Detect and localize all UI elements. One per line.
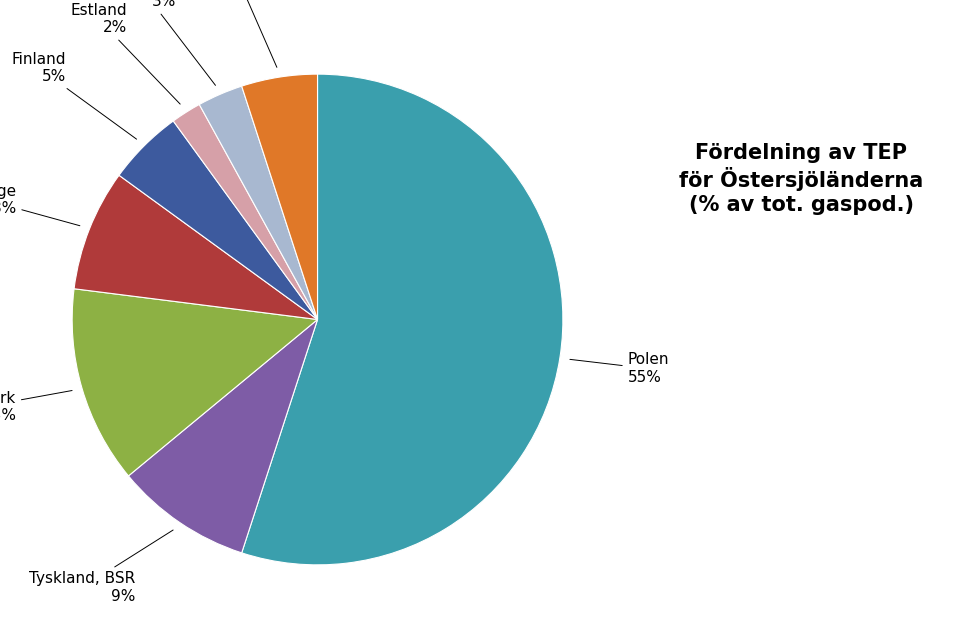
Text: Lettland
3%: Lettland 3% <box>113 0 216 86</box>
Wedge shape <box>119 121 318 320</box>
Text: Polen
55%: Polen 55% <box>570 353 669 385</box>
Wedge shape <box>241 74 318 320</box>
Text: Finland
5%: Finland 5% <box>12 52 137 139</box>
Wedge shape <box>199 86 318 320</box>
Text: Sverige
8%: Sverige 8% <box>0 184 80 226</box>
Wedge shape <box>72 289 318 476</box>
Text: Danmark
13%: Danmark 13% <box>0 390 72 423</box>
Wedge shape <box>74 175 318 320</box>
Text: Tyskland, BSR
9%: Tyskland, BSR 9% <box>29 530 173 604</box>
Text: Fördelning av TEP
för Östersjöländerna
(% av tot. gaspod.): Fördelning av TEP för Östersjöländerna (… <box>679 143 923 215</box>
Wedge shape <box>128 320 318 553</box>
Text: Litauen
5%: Litauen 5% <box>205 0 276 67</box>
Text: Estland
2%: Estland 2% <box>70 3 180 104</box>
Wedge shape <box>241 74 563 565</box>
Wedge shape <box>173 104 318 320</box>
